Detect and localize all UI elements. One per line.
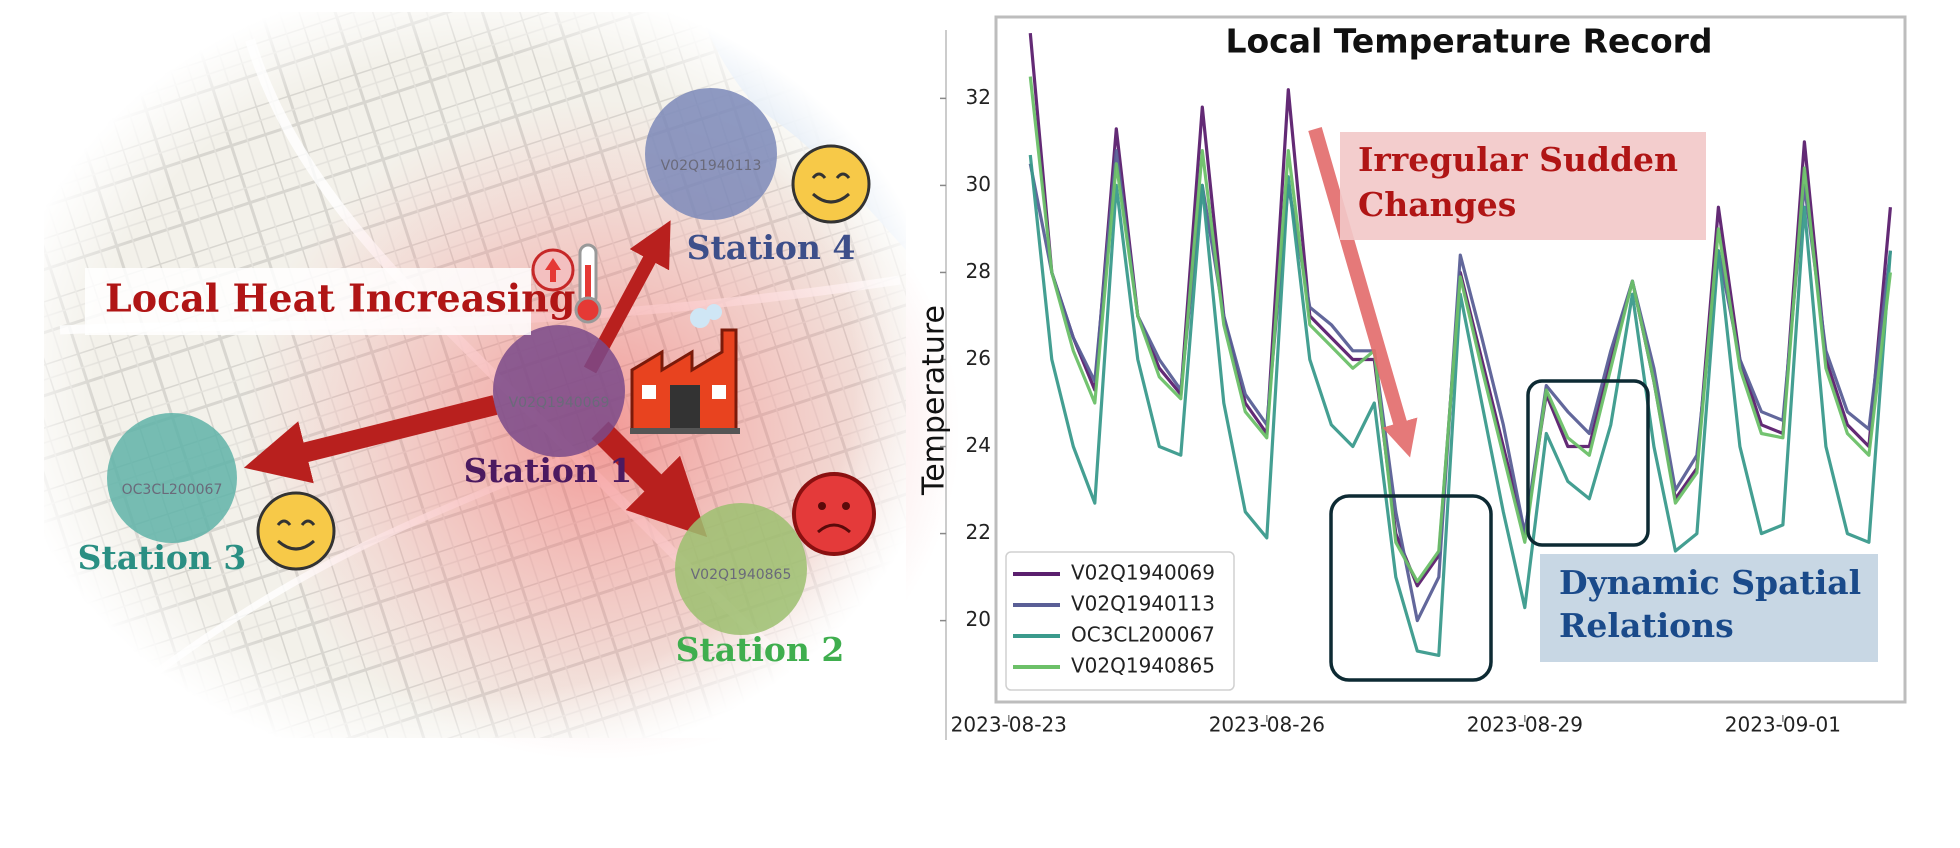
annotation: Relations: [1559, 606, 1734, 645]
station-circle: [493, 325, 625, 457]
y-tick-label: 24: [966, 433, 991, 457]
annotation: Dynamic Spatial: [1559, 563, 1861, 602]
x-tick-label: 2023-08-26: [1209, 713, 1325, 737]
station-id: OC3CL200067: [122, 482, 223, 498]
station-circle: [675, 503, 807, 635]
axes: 20 22 24 26 28 30 32 2023-08-23 2023-08-26 2023-0…: [940, 85, 1841, 737]
y-tick-label: 28: [966, 259, 991, 283]
highlight-box: [1329, 494, 1493, 682]
y-tick-label: 32: [966, 85, 991, 109]
chart-title: Local Temperature Record: [1225, 22, 1712, 61]
station-label: Station 4: [687, 228, 856, 267]
legend-label: V02Q1940865: [1071, 654, 1215, 678]
station-label: Station 1: [464, 451, 633, 490]
station-label: Station 2: [676, 630, 845, 669]
banner-box: [85, 268, 531, 335]
annotation-box: [1540, 554, 1878, 662]
station-id: V02Q1940069: [509, 395, 610, 411]
y-tick-label: 20: [966, 607, 991, 631]
happy-face: [256, 491, 336, 571]
x-tick-label: 2023-08-23: [951, 713, 1067, 737]
plot-area: [1028, 32, 1892, 657]
thermometer-icon: [531, 243, 602, 324]
legend-label: V02Q1940069: [1071, 561, 1215, 585]
highlight-box: [1526, 379, 1650, 547]
x-tick-label: 2023-08-29: [1467, 713, 1583, 737]
y-tick-label: 26: [966, 346, 991, 370]
x-tick-label: 2023-09-01: [1725, 713, 1841, 737]
legend-box: [1005, 551, 1235, 691]
factory-icon: [630, 304, 740, 434]
legend-label: OC3CL200067: [1071, 623, 1215, 647]
series-line: [1028, 76, 1892, 584]
arrow: [591, 421, 708, 538]
legend-label: V02Q1940113: [1071, 592, 1215, 616]
sad-face: [792, 472, 876, 556]
annotation-box: [1340, 132, 1706, 240]
station-circle: [645, 88, 777, 220]
annotation: Changes: [1358, 185, 1516, 224]
arrow: [243, 395, 498, 484]
station-circle: [107, 413, 237, 543]
legend: V02Q1940069 V02Q1940113 OC3CL200067 V02Q194…: [1005, 551, 1235, 691]
series-line: [1028, 149, 1892, 623]
station-id: V02Q1940865: [691, 567, 792, 583]
annotation-arrow: [1308, 127, 1418, 458]
y-tick-label: 30: [966, 172, 991, 196]
banner: Local Heat Increasing: [105, 276, 575, 321]
happy-face: [791, 144, 871, 224]
map: V02Q1940113 V02Q1940069 OC3CL200067 V02Q…: [44, 12, 960, 760]
annotation: Irregular Sudden: [1358, 140, 1678, 179]
y-tick-label: 22: [966, 520, 991, 544]
station-label: Station 3: [78, 538, 247, 577]
station-id: V02Q1940113: [661, 158, 762, 174]
y-axis-label: Temperature: [917, 305, 952, 496]
